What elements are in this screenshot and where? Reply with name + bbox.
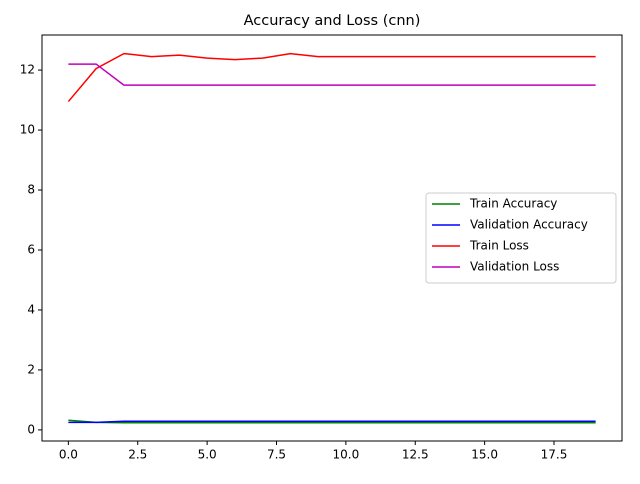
x-tick-label: 5.0 [198, 448, 217, 462]
line-series [68, 63, 596, 86]
legend-label: Train Accuracy [469, 197, 557, 211]
y-tick-label: 10 [20, 123, 35, 137]
x-tick-label: 2.5 [128, 448, 147, 462]
plot-frame [41, 34, 623, 442]
x-tick-label: 0.0 [59, 448, 78, 462]
x-tick-label: 15.0 [471, 448, 498, 462]
x-tick-label: 12.5 [402, 448, 429, 462]
y-tick-label: 2 [27, 362, 35, 376]
y-tick-label: 12 [20, 63, 35, 77]
x-tick-label: 7.5 [267, 448, 286, 462]
legend-label: Train Loss [469, 239, 529, 253]
y-tick-label: 4 [27, 302, 35, 316]
chart-title: Accuracy and Loss (cnn) [244, 13, 421, 29]
y-tick-label: 0 [27, 422, 35, 436]
legend-label: Validation Loss [470, 260, 559, 274]
y-tick-label: 8 [27, 183, 35, 197]
x-tick-label: 17.5 [541, 448, 568, 462]
legend-box [425, 192, 617, 284]
x-tick-label: 10.0 [333, 448, 360, 462]
legend-label: Validation Accuracy [470, 218, 588, 232]
line-series [67, 52, 596, 103]
y-tick-label: 6 [27, 242, 35, 256]
line-series [68, 419, 596, 424]
line-series [68, 420, 596, 424]
